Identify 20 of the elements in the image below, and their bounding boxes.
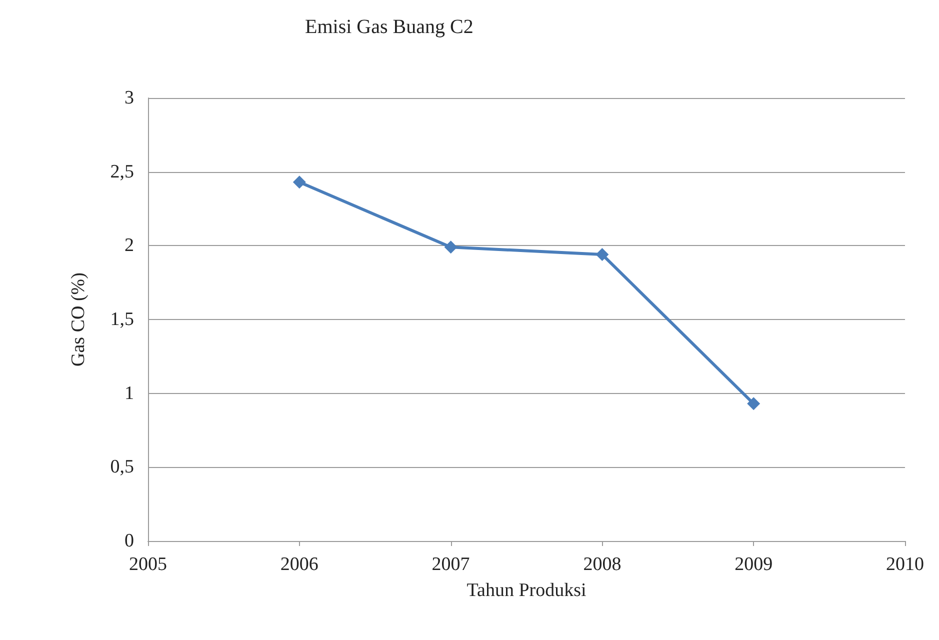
x-tick-label: 2010 [886, 554, 924, 575]
y-tick-label: 1,5 [110, 309, 134, 330]
y-tick-label: 0 [124, 530, 134, 552]
x-tick-label: 2009 [734, 554, 773, 575]
x-axis-title: Tahun Produksi [466, 580, 586, 601]
y-tick-label: 0,5 [110, 456, 134, 478]
point [292, 176, 306, 189]
x-tick-label: 2007 [432, 554, 470, 575]
y-tick-label: 2 [124, 235, 134, 256]
x-tick-label: 2008 [583, 554, 622, 575]
y-tick-label: 1 [124, 382, 134, 404]
chart-title: Emisi Gas Buang C2 [305, 16, 474, 38]
y-tick-label: 3 [124, 88, 134, 108]
x-tick-label: 2005 [129, 554, 167, 575]
point [747, 397, 760, 410]
y-tick-label: 2,5 [110, 161, 134, 182]
point [596, 248, 609, 262]
x-tick-label: 2006 [280, 554, 318, 575]
y-axis-title: Gas CO (%) [68, 272, 89, 366]
point [444, 240, 458, 254]
